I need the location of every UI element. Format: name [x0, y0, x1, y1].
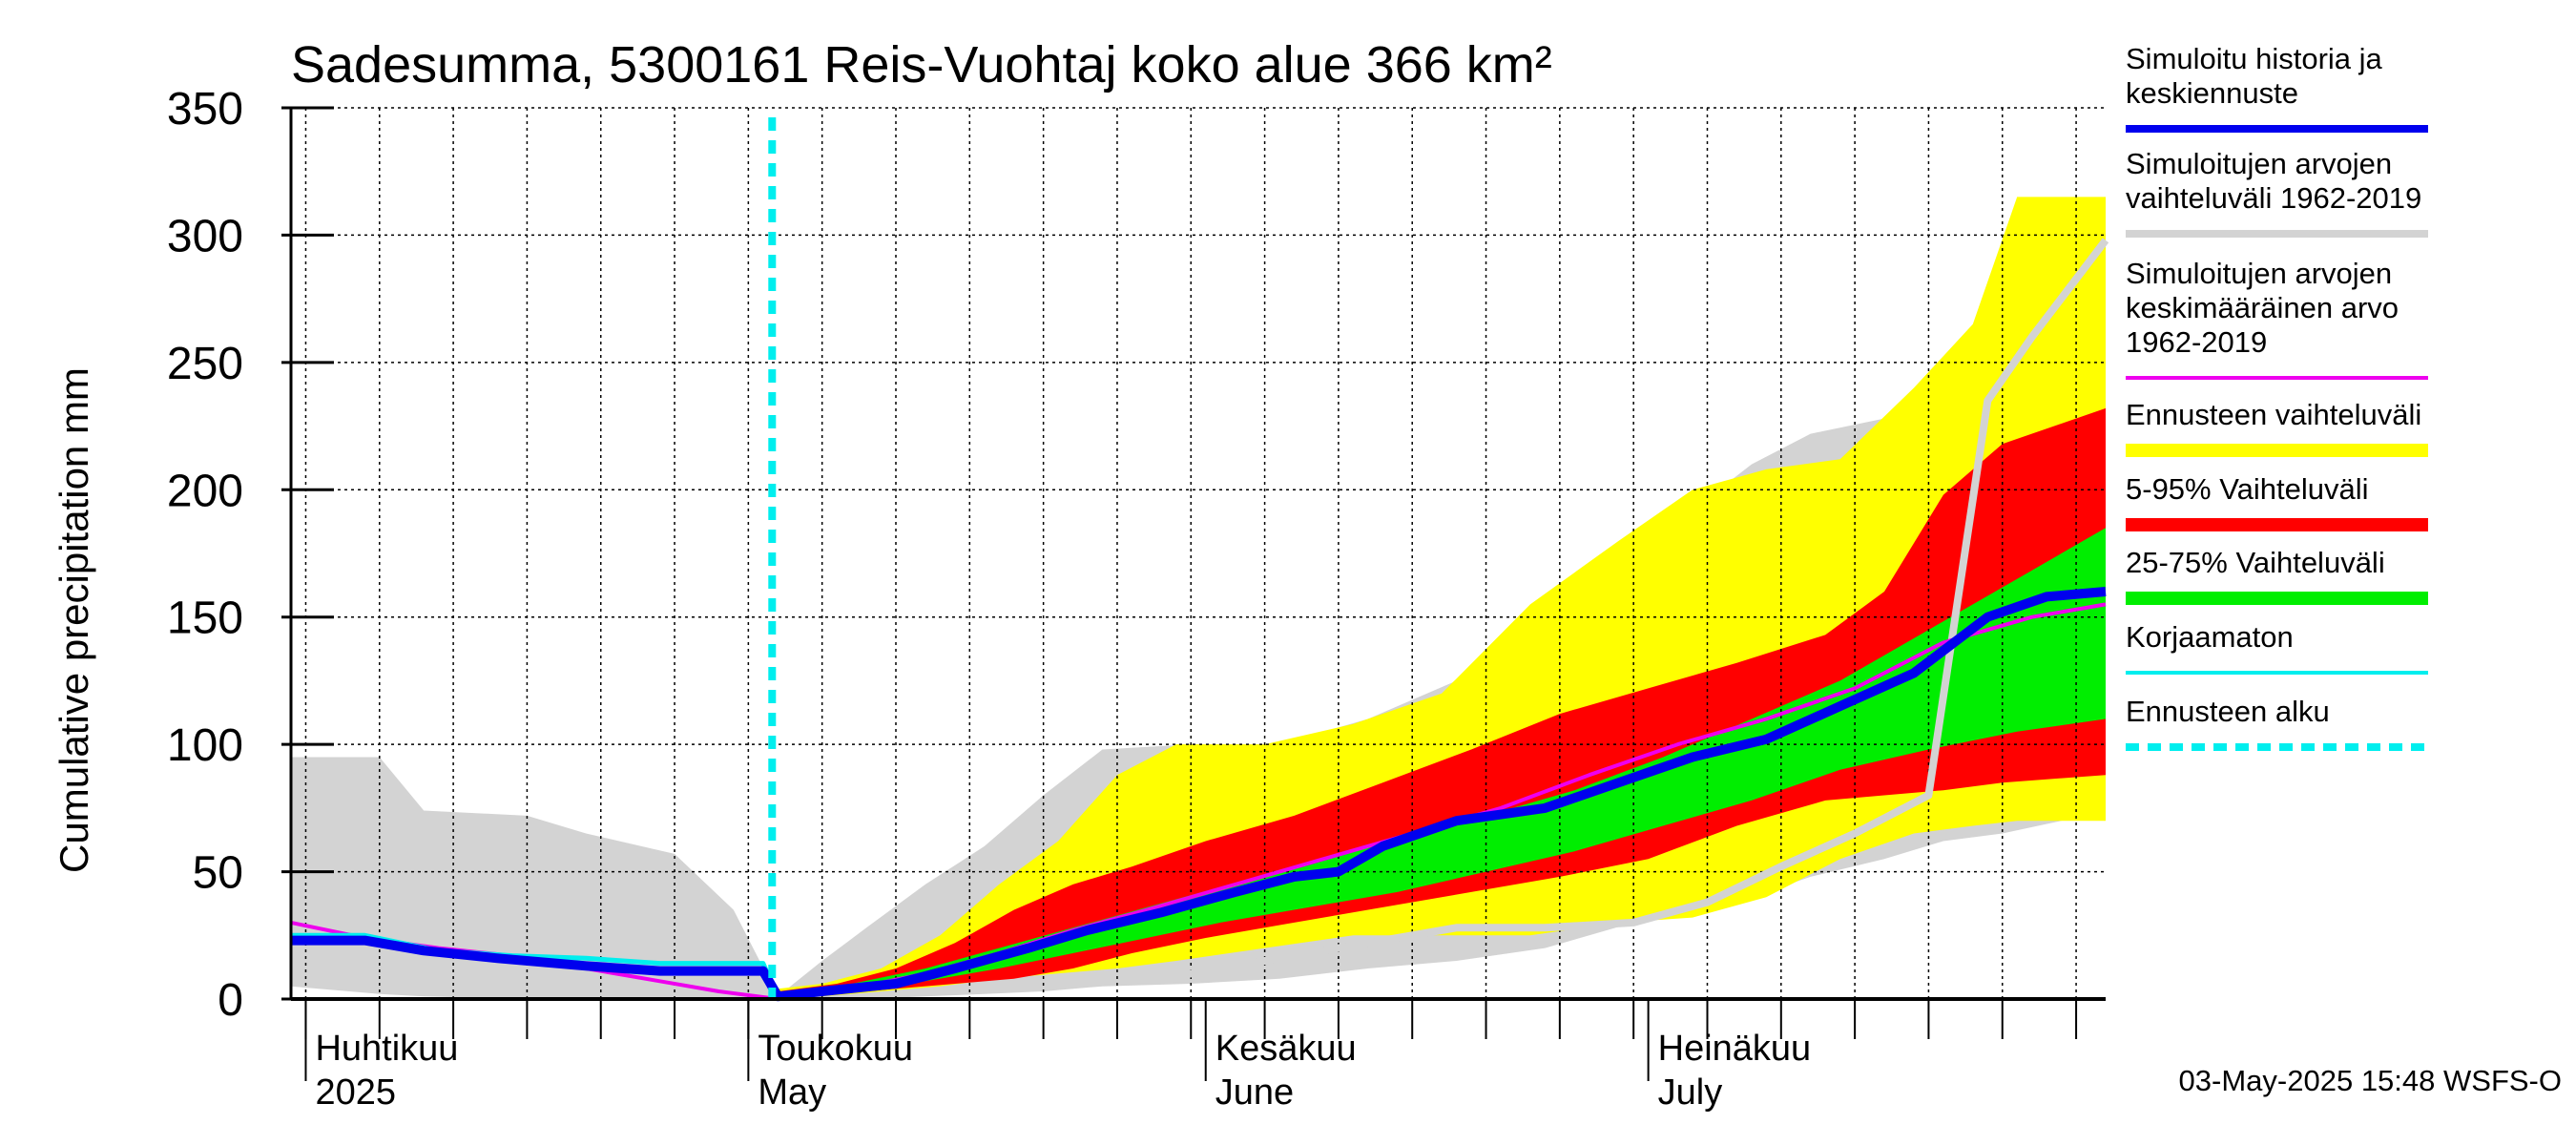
legend-label-line: Simuloitujen arvojen [2126, 147, 2392, 180]
legend-label-line: Ennusteen vaihteluväli [2126, 398, 2421, 431]
y-tick-label: 150 [167, 593, 243, 644]
legend-label-line: Ennusteen alku [2126, 695, 2330, 728]
range-bands [291, 197, 2106, 999]
timestamp: 03-May-2025 15:48 WSFS-O [2179, 1064, 2562, 1097]
legend-label-line: keskiennuste [2126, 76, 2298, 110]
month-label-en: 2025 [315, 1072, 396, 1113]
legend-label-line: 25-75% Vaihteluväli [2126, 546, 2385, 579]
y-tick-label: 100 [167, 720, 243, 771]
legend-label-line: 5-95% Vaihteluväli [2126, 472, 2368, 506]
y-tick-label: 300 [167, 211, 243, 261]
month-label-en: May [758, 1072, 826, 1113]
y-tick-label: 50 [193, 848, 243, 899]
month-label-fi: Kesäkuu [1215, 1029, 1357, 1069]
month-label-en: June [1215, 1072, 1294, 1113]
y-tick-label: 0 [218, 975, 243, 1026]
y-tick-label: 350 [167, 84, 243, 135]
legend-label-line: keskimääräinen arvo [2126, 291, 2399, 324]
chart-title: Sadesumma, 5300161 Reis-Vuohtaj koko alu… [291, 36, 1552, 94]
y-tick-label: 200 [167, 466, 243, 516]
month-label-fi: Huhtikuu [315, 1029, 458, 1069]
axes [281, 106, 2106, 1081]
series-lines [290, 117, 2109, 1002]
series-simuloitu-historia-ja-keskiennuste [291, 587, 2107, 1002]
legend-label-line: Korjaamaton [2126, 620, 2294, 654]
legend-label-line: 1962-2019 [2126, 325, 2267, 359]
band-25-75-vaihteluv-li [778, 528, 2106, 999]
series-line [1160, 238, 2109, 983]
month-label-en: July [1658, 1072, 1723, 1113]
y-tick-label: 250 [167, 339, 243, 389]
legend-label-line: Simuloitu historia ja [2126, 42, 2383, 75]
legend-label-line: Simuloitujen arvojen [2126, 257, 2392, 290]
month-label-fi: Toukokuu [758, 1029, 913, 1069]
grid [291, 107, 2106, 999]
legend-label-line: vaihteluväli 1962-2019 [2126, 181, 2421, 215]
y-axis-label: Cumulative precipitation mm [52, 367, 96, 873]
month-label-fi: Heinäkuu [1658, 1029, 1812, 1069]
